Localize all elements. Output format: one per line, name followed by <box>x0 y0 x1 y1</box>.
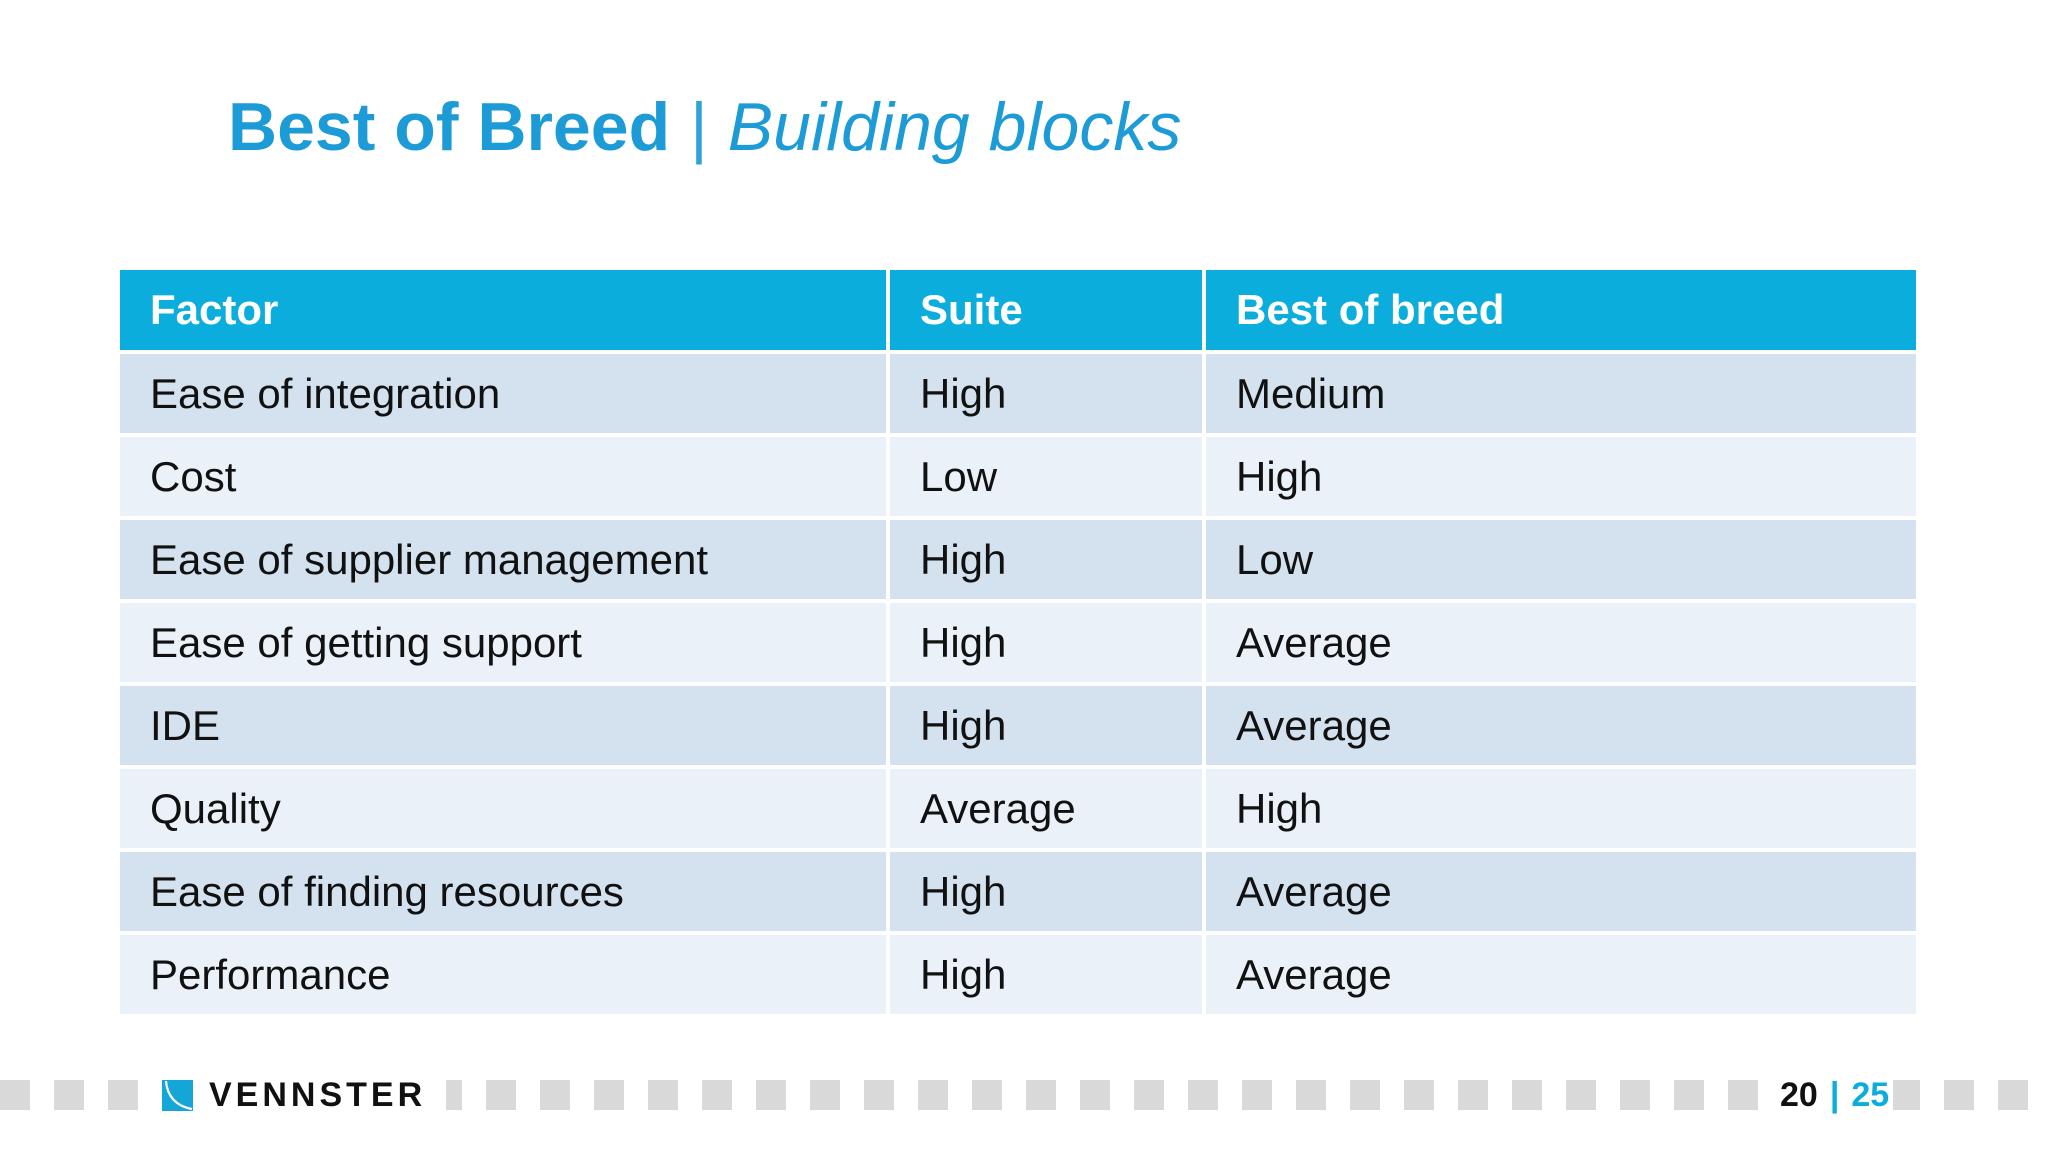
table-cell: IDE <box>120 686 886 765</box>
page-number-total: 25 <box>1851 1075 1890 1114</box>
table-cell: Average <box>1206 852 1916 931</box>
table-cell: Low <box>1206 520 1916 599</box>
table-cell: High <box>890 935 1202 1014</box>
title-separator: | <box>690 89 708 165</box>
page-number-separator: | <box>1829 1075 1840 1114</box>
table-cell: Ease of finding resources <box>120 852 886 931</box>
page-number-current: 20 <box>1780 1075 1818 1114</box>
header-cell-best-of-breed: Best of breed <box>1206 270 1916 350</box>
table-cell: Average <box>890 769 1202 848</box>
table-cell: Average <box>1206 603 1916 682</box>
factors-table: Factor Suite Best of breed Ease of integ… <box>120 270 1916 1014</box>
table-cell: Average <box>1206 686 1916 765</box>
table-cell: Cost <box>120 437 886 516</box>
table-cell: High <box>1206 769 1916 848</box>
page-title: Best of Breed | Building blocks <box>228 88 1181 166</box>
table-cell: High <box>890 354 1202 433</box>
header-cell-factor: Factor <box>120 270 886 350</box>
table-cell: Quality <box>120 769 886 848</box>
table-cell: Performance <box>120 935 886 1014</box>
table-cell: High <box>890 852 1202 931</box>
page-number: 20 | 25 <box>1764 1070 1894 1120</box>
title-main: Best of Breed <box>228 89 671 165</box>
title-subtitle: Building blocks <box>727 89 1182 165</box>
table-cell: Medium <box>1206 354 1916 433</box>
brand-name: VENNSTER <box>209 1075 427 1114</box>
table-cell: Ease of getting support <box>120 603 886 682</box>
table-cell: High <box>890 686 1202 765</box>
table-cell: Ease of integration <box>120 354 886 433</box>
header-cell-suite: Suite <box>890 270 1202 350</box>
vennster-logo-icon <box>162 1079 193 1111</box>
table-cell: High <box>890 603 1202 682</box>
table-cell: High <box>890 520 1202 599</box>
table-cell: Ease of supplier management <box>120 520 886 599</box>
table-cell: High <box>1206 437 1916 516</box>
brand-block: VENNSTER <box>146 1070 447 1120</box>
table-cell: Average <box>1206 935 1916 1014</box>
table-cell: Low <box>890 437 1202 516</box>
